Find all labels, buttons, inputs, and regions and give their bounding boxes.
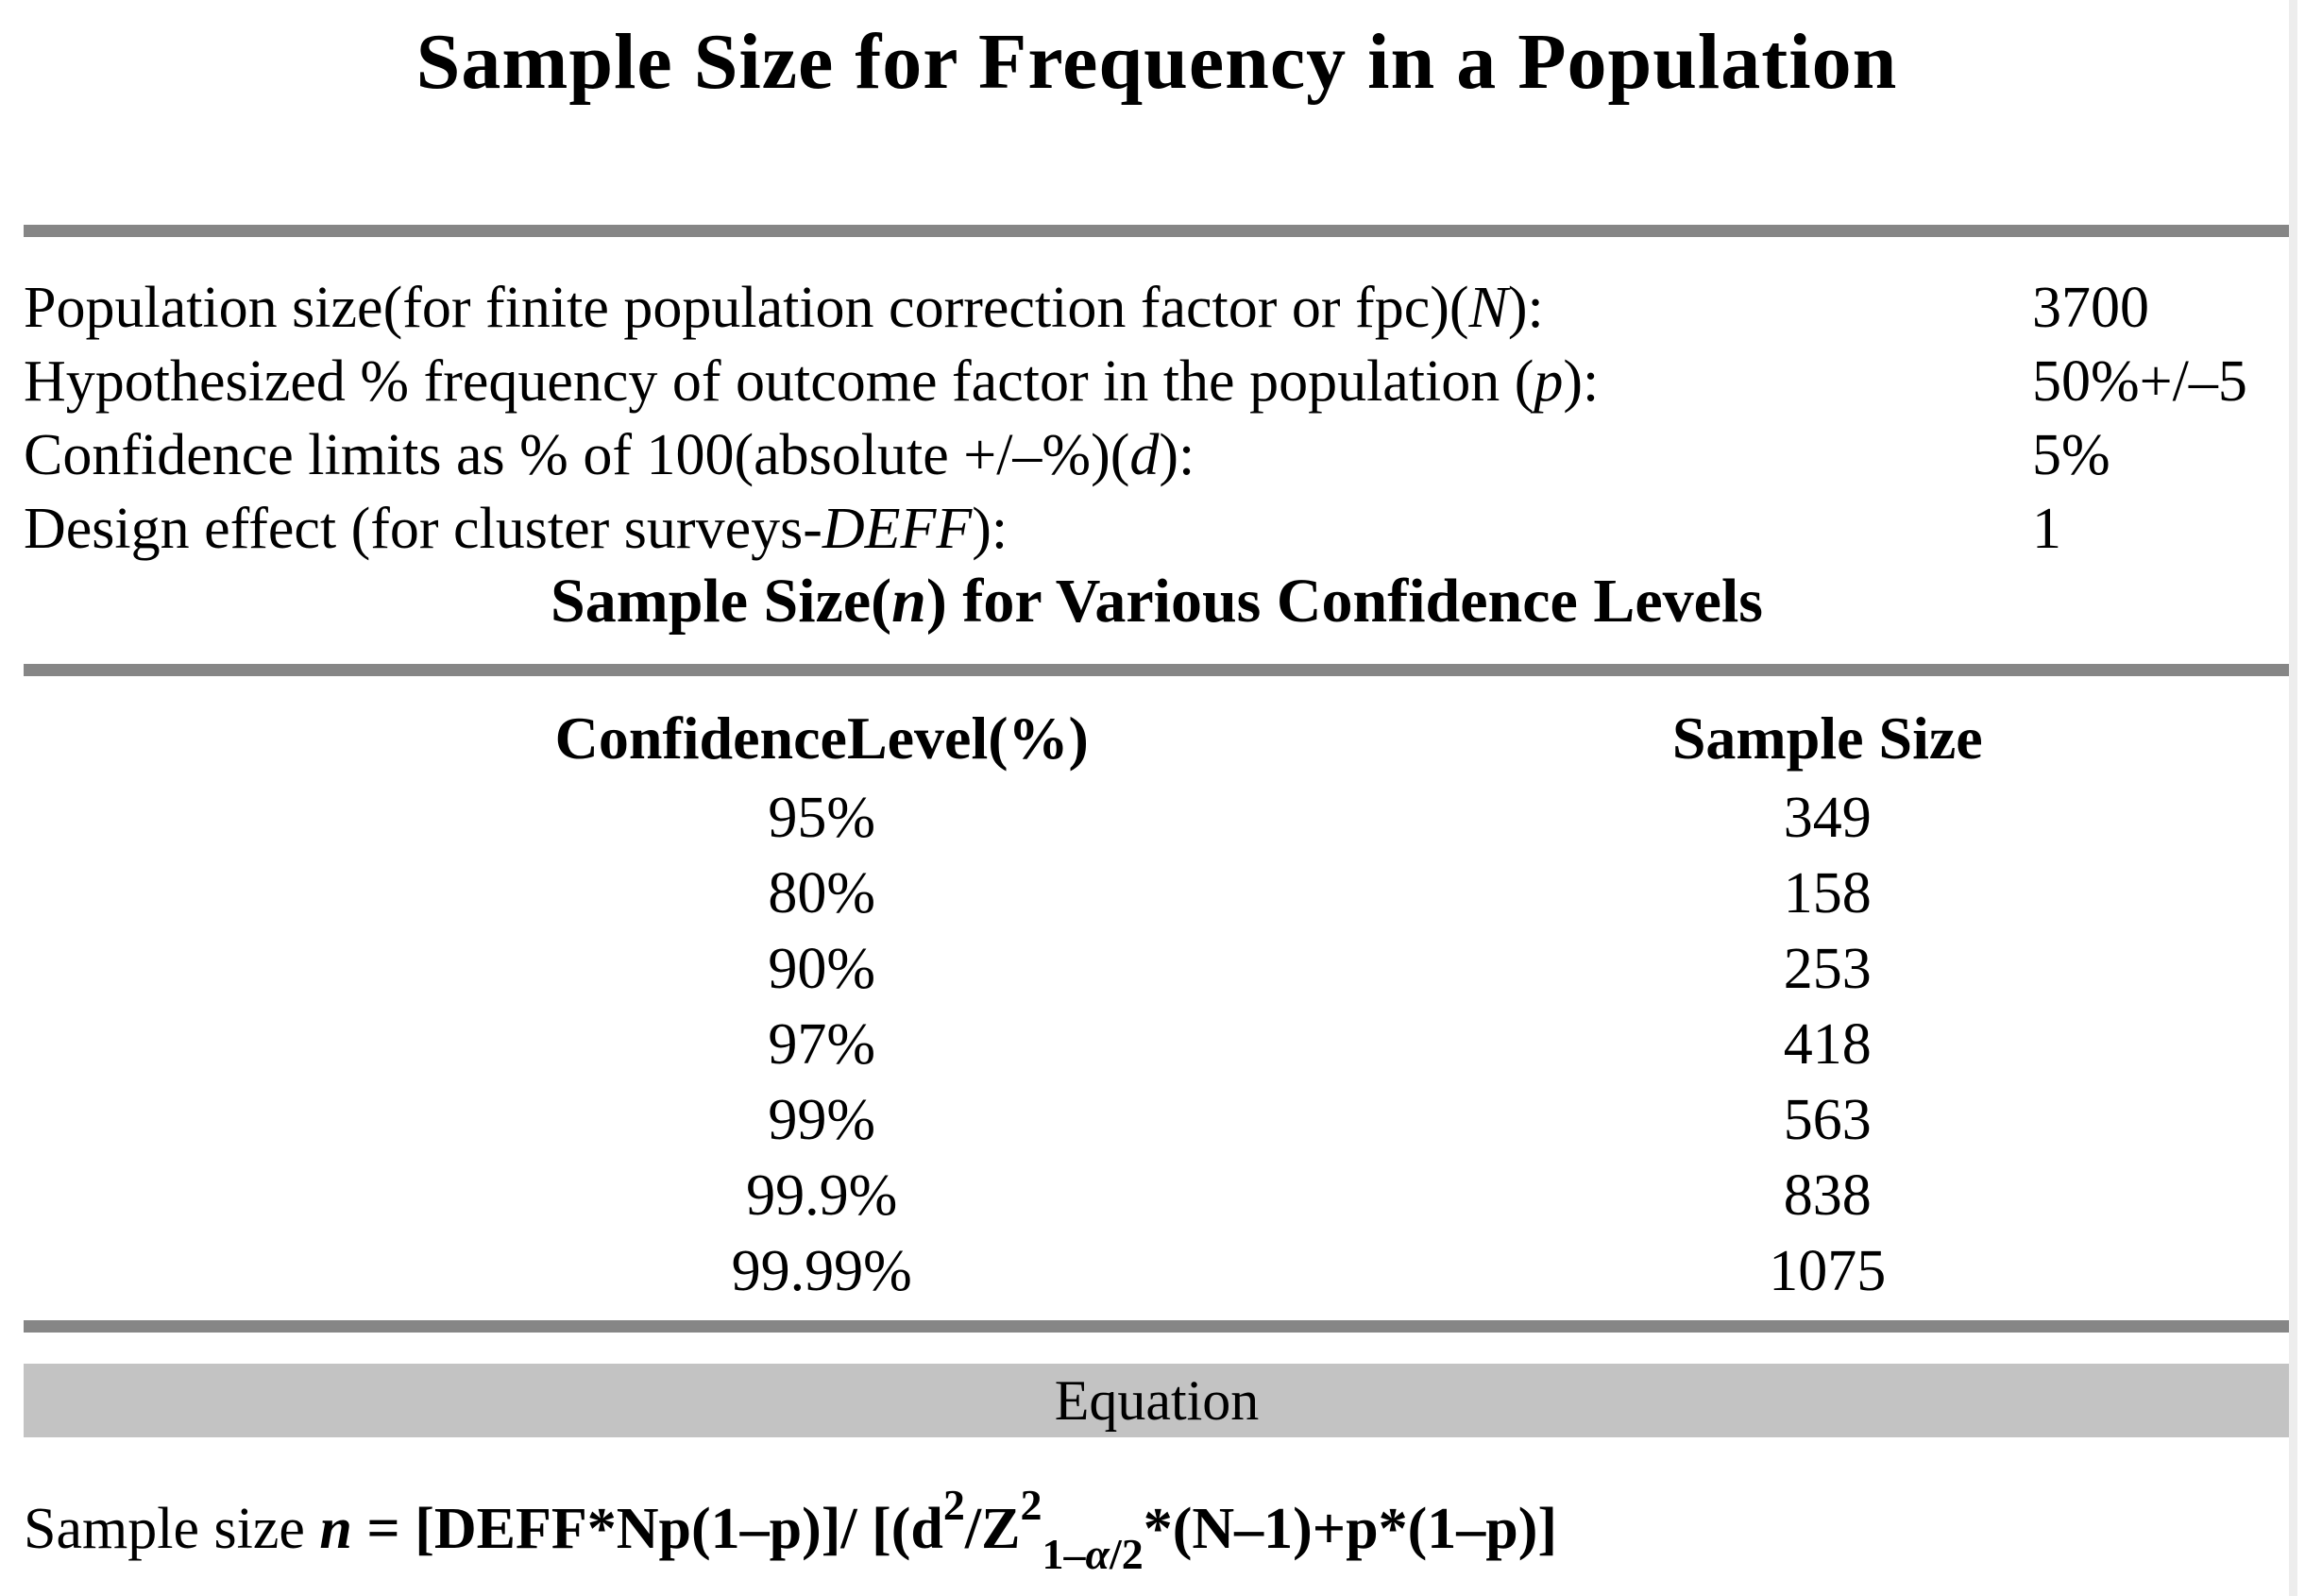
- confidence-level-cell: 99.9%: [746, 1163, 898, 1228]
- param-value-hypothesized-frequency: 50%+/–5: [2032, 349, 2247, 414]
- sample-size-cell: 563: [1783, 1087, 1872, 1152]
- table-row: 97% 418: [186, 1007, 2197, 1082]
- equation-z-subscript-pre: 1–: [1042, 1530, 1086, 1578]
- table-row: 99.9% 838: [186, 1158, 2197, 1233]
- results-table-header-row: ConfidenceLevel(%) Sample Size: [186, 697, 2197, 780]
- param-label-text: Confidence limits as % of 100(absolute +…: [24, 423, 1130, 487]
- divider-bottom: [24, 1320, 2290, 1333]
- confidence-level-cell: 95%: [768, 785, 876, 850]
- equation-z-term: /Z: [964, 1497, 1021, 1561]
- sample-size-cell: 1075: [1769, 1238, 1887, 1303]
- confidence-level-cell: 99.99%: [731, 1238, 912, 1303]
- equation-z-exponent: 2: [1020, 1481, 1042, 1529]
- table-row: 90% 253: [186, 931, 2197, 1007]
- param-variable-symbol: d: [1129, 423, 1160, 487]
- equation-z-subscript: 1–α/2: [1042, 1530, 1144, 1578]
- sample-size-cell: 418: [1783, 1011, 1872, 1077]
- subheading-n-symbol: n: [891, 567, 926, 636]
- param-label-suffix: ):: [972, 497, 1008, 561]
- equation-z-subscript-post: /2: [1109, 1530, 1144, 1578]
- param-label-suffix: ):: [1563, 349, 1600, 414]
- param-label: Design effect (for cluster surveys-DEFF)…: [24, 497, 1008, 561]
- subheading-text: Sample Size(: [551, 567, 892, 636]
- column-header-sample-size: Sample Size: [1671, 705, 1983, 772]
- table-row: 99.99% 1075: [186, 1233, 2197, 1309]
- confidence-level-cell: 99%: [768, 1087, 876, 1152]
- param-row-hypothesized-frequency: Hypothesized % frequency of outcome fact…: [24, 345, 2290, 418]
- table-row: 80% 158: [186, 856, 2197, 931]
- results-table: ConfidenceLevel(%) Sample Size 95% 349 8…: [186, 697, 2197, 1309]
- param-label-suffix: ):: [1159, 423, 1195, 487]
- param-variable-symbol: p: [1534, 349, 1564, 414]
- sample-size-cell: 253: [1783, 936, 1872, 1001]
- table-row: 95% 349: [186, 780, 2197, 856]
- equation-prefix: Sample size: [24, 1497, 320, 1561]
- param-label-text: Hypothesized % frequency of outcome fact…: [24, 349, 1534, 414]
- param-row-design-effect: Design effect (for cluster surveys-DEFF)…: [24, 492, 2290, 566]
- sample-size-cell: 158: [1783, 860, 1872, 925]
- param-label: Confidence limits as % of 100(absolute +…: [24, 423, 1195, 487]
- input-parameters-section: Population size(for finite population co…: [24, 271, 2290, 637]
- table-row: 99% 563: [186, 1082, 2197, 1158]
- sample-size-cell: 349: [1783, 785, 1872, 850]
- param-value-population-size: 3700: [2032, 276, 2149, 340]
- equation-band: Equation: [24, 1364, 2290, 1437]
- equation-alpha-symbol: α: [1085, 1530, 1110, 1578]
- equation-numerator: [DEFF*Np(1–p)]/ [(d: [415, 1497, 943, 1561]
- confidence-level-cell: 90%: [768, 936, 876, 1001]
- equation-denominator-tail: *(N–1)+p*(1–p)]: [1143, 1497, 1558, 1561]
- subheading-text-suffix: ) for Various Confidence Levels: [925, 567, 1763, 636]
- param-value-design-effect: 1: [2032, 497, 2061, 561]
- page-title: Sample Size for Frequency in a Populatio…: [415, 18, 1898, 106]
- divider-top: [24, 225, 2290, 237]
- param-label-text: Design effect (for cluster surveys-: [24, 497, 822, 561]
- equation-n-symbol: n: [319, 1497, 352, 1561]
- param-label: Population size(for finite population co…: [24, 276, 1544, 340]
- param-row-confidence-limits: Confidence limits as % of 100(absolute +…: [24, 418, 2290, 492]
- equation-formula: Sample size n = [DEFF*Np(1–p)]/ [(d2/Z21…: [24, 1456, 2290, 1596]
- equation-d-exponent: 2: [942, 1481, 965, 1529]
- right-edge-gutter: [2289, 0, 2297, 1596]
- equation-band-label: Equation: [1054, 1369, 1260, 1432]
- column-header-confidence-level: ConfidenceLevel(%): [554, 705, 1089, 772]
- param-label: Hypothesized % frequency of outcome fact…: [24, 349, 1599, 414]
- results-section-heading: Sample Size(n) for Various Confidence Le…: [24, 566, 2290, 637]
- divider-middle: [24, 664, 2290, 676]
- equation-equals-sign: =: [351, 1497, 415, 1561]
- param-row-population-size: Population size(for finite population co…: [24, 271, 2290, 345]
- param-label-text: Population size(for finite population co…: [24, 276, 1469, 340]
- param-variable-symbol: DEFF: [822, 497, 973, 561]
- param-variable-symbol: N: [1468, 276, 1508, 340]
- confidence-level-cell: 80%: [768, 860, 876, 925]
- param-label-suffix: ):: [1507, 276, 1544, 340]
- sample-size-cell: 838: [1783, 1163, 1872, 1228]
- param-value-confidence-limits: 5%: [2032, 423, 2110, 487]
- confidence-level-cell: 97%: [768, 1011, 876, 1077]
